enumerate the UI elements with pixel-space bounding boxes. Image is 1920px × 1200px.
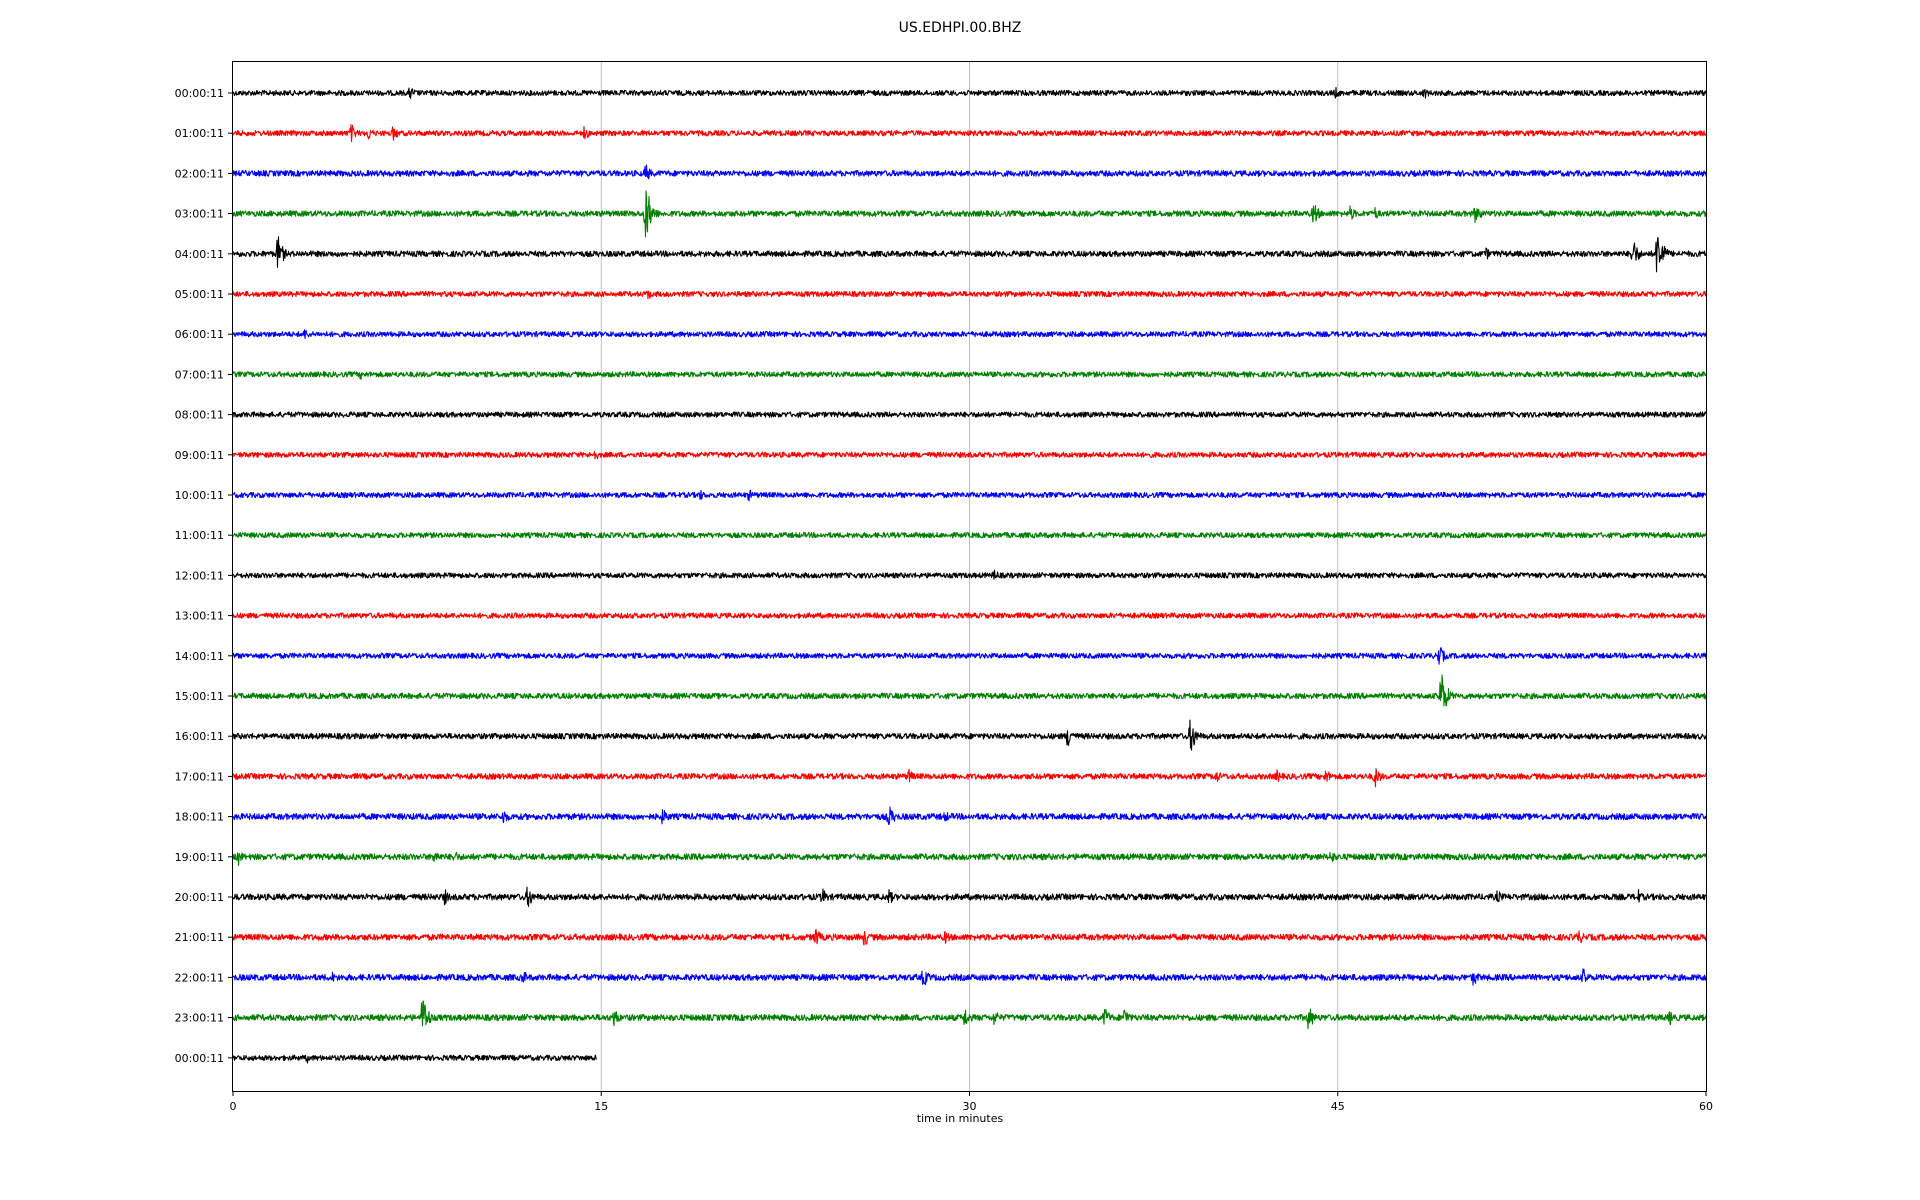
seismic-trace-row bbox=[232, 851, 1708, 866]
seismic-trace-row bbox=[232, 290, 1708, 300]
y-tick-label: 18:00:11 bbox=[175, 811, 224, 824]
y-tick-label: 11:00:11 bbox=[175, 529, 224, 542]
seismic-traces bbox=[232, 86, 1708, 1064]
y-tick-label: 13:00:11 bbox=[175, 610, 224, 623]
chart-title: US.EDHPI.00.BHZ bbox=[898, 20, 1022, 36]
seismic-trace-row bbox=[232, 164, 1707, 180]
y-tick-label: 12:00:11 bbox=[175, 569, 224, 582]
x-tick-label: 45 bbox=[1331, 1100, 1345, 1113]
y-tick-label: 22:00:11 bbox=[175, 971, 224, 984]
seismic-trace-row bbox=[232, 569, 1708, 580]
y-tick-label: 20:00:11 bbox=[175, 891, 224, 904]
y-tick-label: 09:00:11 bbox=[175, 449, 224, 462]
seismic-trace-row bbox=[232, 806, 1708, 826]
x-tick-label: 0 bbox=[230, 1100, 237, 1113]
seismic-trace-row bbox=[232, 190, 1708, 238]
y-tick-label: 19:00:11 bbox=[175, 851, 224, 864]
y-tick-label: 16:00:11 bbox=[175, 730, 224, 743]
seismic-trace-row bbox=[232, 612, 1707, 619]
seismic-trace-row bbox=[232, 674, 1708, 707]
plot-frame bbox=[232, 61, 1707, 1092]
y-tick-label: 23:00:11 bbox=[175, 1012, 224, 1025]
seismic-trace-row bbox=[232, 489, 1708, 502]
y-tick-label: 17:00:11 bbox=[175, 770, 224, 783]
x-axis-label: time in minutes bbox=[916, 1112, 1004, 1125]
x-ticks: 0 15 30 45 60 bbox=[230, 1091, 1713, 1113]
y-tick-labels: 00:00:11 01:00:11 02:00:11 03:00:11 04:00:11… bbox=[175, 87, 233, 1065]
y-tick-label: 10:00:11 bbox=[175, 489, 224, 502]
seismic-trace-row bbox=[232, 1000, 1707, 1030]
seismic-trace-row bbox=[232, 928, 1707, 946]
y-tick-label: 00:00:11 bbox=[175, 1052, 224, 1065]
x-tick-label: 30 bbox=[963, 1100, 977, 1113]
y-tick-label: 07:00:11 bbox=[175, 368, 224, 381]
seismic-trace-row bbox=[232, 968, 1708, 986]
y-tick-label: 06:00:11 bbox=[175, 328, 224, 341]
seismic-trace-row bbox=[232, 768, 1707, 788]
y-tick-label: 15:00:11 bbox=[175, 690, 224, 703]
y-tick-label: 14:00:11 bbox=[175, 650, 224, 663]
seismic-trace-row bbox=[232, 329, 1708, 340]
y-tick-label: 00:00:11 bbox=[175, 87, 224, 100]
y-tick-label: 01:00:11 bbox=[175, 127, 224, 140]
x-tick-label: 60 bbox=[1699, 1100, 1713, 1113]
seismic-trace-row bbox=[232, 124, 1707, 143]
seismic-trace-row bbox=[232, 532, 1707, 539]
y-tick-label: 04:00:11 bbox=[175, 248, 224, 261]
y-tick-label: 05:00:11 bbox=[175, 288, 224, 301]
y-tick-label: 02:00:11 bbox=[175, 167, 224, 180]
seismic-trace-row bbox=[232, 451, 1708, 460]
seismic-trace-row bbox=[232, 1054, 598, 1064]
y-tick-label: 08:00:11 bbox=[175, 409, 224, 422]
seismic-trace-row bbox=[232, 411, 1707, 418]
seismic-trace-row bbox=[232, 647, 1707, 665]
seismic-trace-row bbox=[232, 719, 1708, 751]
y-tick-label: 21:00:11 bbox=[175, 931, 224, 944]
y-tick-label: 03:00:11 bbox=[175, 208, 224, 221]
seismic-trace-row bbox=[232, 86, 1708, 99]
seismic-trace-row bbox=[232, 371, 1707, 381]
seismic-trace-row bbox=[232, 236, 1707, 273]
x-tick-label: 15 bbox=[594, 1100, 608, 1113]
seismic-trace-row bbox=[232, 886, 1707, 908]
